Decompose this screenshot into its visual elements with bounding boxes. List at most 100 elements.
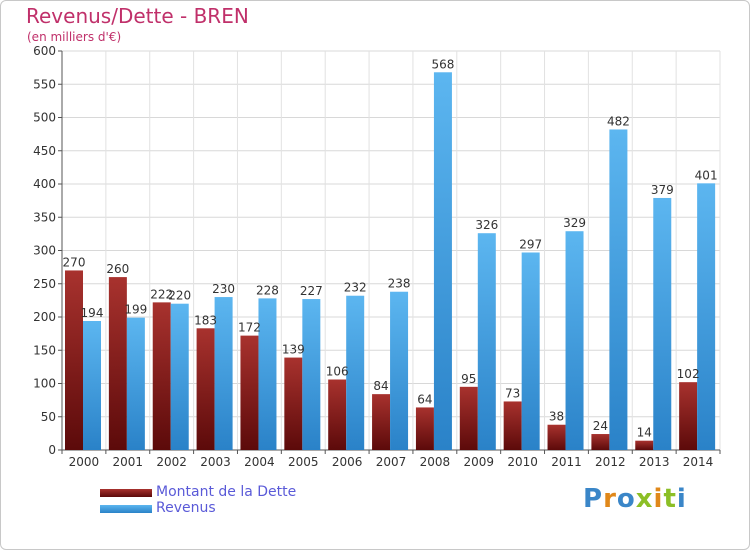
logo-letter: r: [603, 484, 617, 514]
data-label-revenus: 228: [256, 283, 279, 297]
data-label-revenus: 379: [651, 183, 674, 197]
bar-dette: [152, 302, 171, 450]
data-label-revenus: 194: [81, 306, 104, 320]
bar-revenus: [697, 183, 716, 450]
bar-dette: [196, 328, 215, 450]
data-label-dette: 139: [282, 343, 305, 357]
bar-revenus: [521, 252, 540, 450]
bar-revenus: [258, 298, 277, 450]
bar-revenus: [609, 129, 628, 450]
y-tick-label: 550: [33, 77, 56, 91]
chart-subtitle: (en milliers d'€): [27, 30, 122, 44]
proxiti-logo: Proxiti: [583, 484, 687, 514]
x-tick-label: 2000: [69, 455, 100, 469]
y-tick-label: 100: [33, 377, 56, 391]
logo-letter: t: [663, 484, 677, 514]
bar-dette: [679, 382, 698, 450]
logo-letter: i: [653, 484, 664, 514]
bar-dette: [503, 401, 522, 450]
bar-dette: [328, 379, 347, 450]
y-tick-label: 300: [33, 244, 56, 258]
bar-dette: [108, 277, 127, 450]
y-tick-label: 200: [33, 310, 56, 324]
x-tick-label: 2004: [244, 455, 275, 469]
legend-swatch-revenus: [100, 505, 152, 513]
data-label-dette: 24: [593, 419, 608, 433]
data-label-dette: 95: [461, 372, 476, 386]
legend-swatch-dette: [100, 489, 152, 497]
data-label-dette: 14: [637, 426, 652, 440]
y-tick-label: 400: [33, 177, 56, 191]
bar-dette: [591, 434, 610, 450]
y-tick-label: 0: [48, 443, 56, 457]
x-tick-label: 2006: [332, 455, 363, 469]
y-tick-label: 150: [33, 343, 56, 357]
logo-letter: o: [616, 484, 636, 514]
logo-letter: x: [635, 484, 654, 514]
legend-label-revenus: Revenus: [156, 500, 216, 516]
y-tick-label: 250: [33, 277, 56, 291]
x-tick-label: 2003: [200, 455, 231, 469]
bar-revenus: [214, 297, 233, 450]
data-label-dette: 38: [549, 410, 564, 424]
data-label-dette: 183: [194, 313, 217, 327]
bar-dette: [415, 407, 434, 450]
data-label-revenus: 230: [212, 282, 235, 296]
data-label-revenus: 568: [431, 57, 454, 71]
data-label-dette: 172: [238, 321, 261, 335]
bar-dette: [372, 394, 391, 450]
y-tick-label: 600: [33, 44, 56, 58]
data-label-revenus: 199: [124, 303, 147, 317]
bar-revenus: [83, 320, 101, 450]
bar-revenus: [302, 299, 321, 450]
data-label-dette: 73: [505, 386, 520, 400]
y-tick-label: 500: [33, 111, 56, 125]
bars: [65, 72, 716, 450]
x-tick-label: 2011: [551, 455, 582, 469]
data-label-revenus: 297: [519, 237, 542, 251]
data-label-revenus: 326: [475, 218, 498, 232]
x-tick-label: 2010: [507, 455, 538, 469]
x-tick-label: 2008: [420, 455, 451, 469]
y-tick-label: 450: [33, 144, 56, 158]
x-tick-label: 2002: [156, 455, 187, 469]
x-tick-label: 2001: [113, 455, 144, 469]
data-label-dette: 84: [373, 379, 388, 393]
y-tick-label: 350: [33, 210, 56, 224]
data-label-dette: 270: [63, 255, 86, 269]
bar-revenus: [433, 72, 452, 450]
bar-dette: [284, 357, 303, 450]
logo-letter: P: [583, 484, 604, 514]
x-tick-label: 2012: [595, 455, 626, 469]
x-tick-label: 2005: [288, 455, 319, 469]
bar-dette: [635, 440, 654, 450]
x-tick-label: 2014: [683, 455, 714, 469]
bar-revenus: [653, 197, 672, 450]
data-label-dette: 102: [677, 367, 700, 381]
data-label-revenus: 238: [388, 277, 411, 291]
x-tick-label: 2013: [639, 455, 670, 469]
x-tick-label: 2007: [376, 455, 407, 469]
bar-revenus: [126, 317, 145, 450]
chart-title: Revenus/Dette - BREN: [26, 4, 249, 28]
bar-dette: [459, 386, 478, 450]
data-label-revenus: 329: [563, 216, 586, 230]
bar-revenus: [170, 303, 189, 450]
bar-revenus: [390, 291, 409, 450]
bar-dette: [240, 335, 259, 450]
data-label-revenus: 232: [344, 281, 367, 295]
legend-label-dette: Montant de la Dette: [156, 484, 297, 500]
bar-dette: [65, 270, 83, 450]
data-label-revenus: 227: [300, 284, 323, 298]
bar-dette: [547, 424, 566, 450]
data-label-revenus: 401: [695, 168, 718, 182]
data-label-revenus: 220: [168, 289, 191, 303]
data-label-dette: 260: [106, 262, 129, 276]
logo-letter: i: [676, 484, 687, 514]
data-label-dette: 64: [417, 392, 432, 406]
data-label-revenus: 482: [607, 114, 630, 128]
data-label-dette: 106: [326, 365, 349, 379]
bar-revenus: [565, 231, 584, 450]
